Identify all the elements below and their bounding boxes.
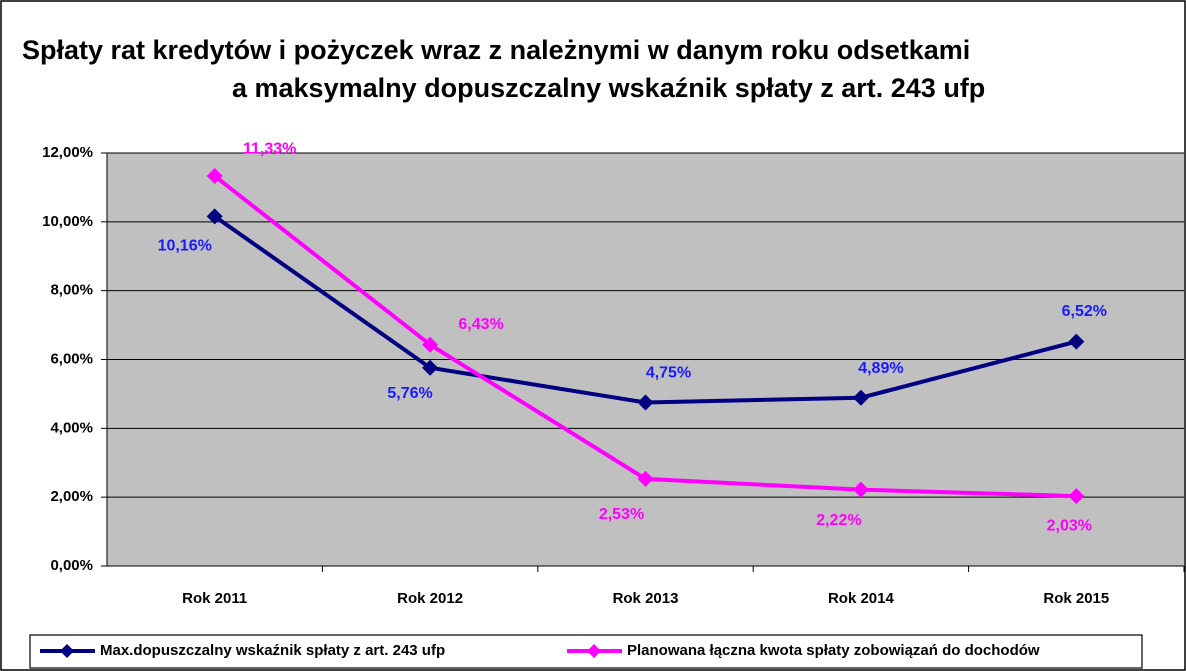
legend-label: Planowana łączna kwota spłaty zobowiązań… — [627, 642, 1040, 659]
y-tick-label: 12,00% — [42, 144, 93, 161]
x-tick-label: Rok 2015 — [1043, 590, 1109, 607]
data-label: 5,76% — [387, 385, 432, 402]
marker — [206, 208, 223, 225]
data-label: 2,03% — [1047, 517, 1092, 534]
marker — [206, 168, 223, 185]
marker — [1068, 333, 1085, 350]
marker — [422, 336, 439, 353]
x-tick-label: Rok 2012 — [397, 590, 463, 607]
data-label: 6,52% — [1062, 303, 1107, 320]
legend-marker — [60, 644, 74, 658]
data-label: 11,33% — [243, 140, 296, 157]
marker — [1068, 488, 1085, 505]
marker — [422, 359, 439, 376]
x-tick-label: Rok 2014 — [828, 590, 895, 607]
chart-title: a maksymalny dopuszczalny wskaźnik spłat… — [232, 73, 985, 103]
y-tick-label: 8,00% — [50, 282, 93, 299]
y-tick-label: 2,00% — [50, 488, 93, 505]
marker — [852, 481, 869, 498]
x-tick-label: Rok 2013 — [613, 590, 679, 607]
marker — [637, 394, 654, 411]
chart-title: Spłaty rat kredytów i pożyczek wraz z na… — [22, 35, 970, 65]
y-tick-label: 4,00% — [50, 419, 93, 436]
y-tick-label: 0,00% — [50, 557, 93, 574]
x-tick-label: Rok 2011 — [182, 590, 247, 607]
y-tick-label: 6,00% — [50, 350, 93, 367]
legend-marker — [587, 644, 601, 658]
data-label: 4,89% — [858, 360, 903, 377]
data-label: 6,43% — [458, 316, 503, 333]
data-label: 4,75% — [646, 365, 691, 382]
data-label: 2,53% — [599, 506, 644, 523]
data-label: 2,22% — [816, 512, 861, 529]
y-tick-label: 10,00% — [42, 213, 93, 230]
marker — [852, 389, 869, 406]
data-label: 10,16% — [158, 238, 212, 255]
marker — [637, 470, 654, 487]
legend-label: Max.dopuszczalny wskaźnik spłaty z art. … — [100, 642, 445, 659]
